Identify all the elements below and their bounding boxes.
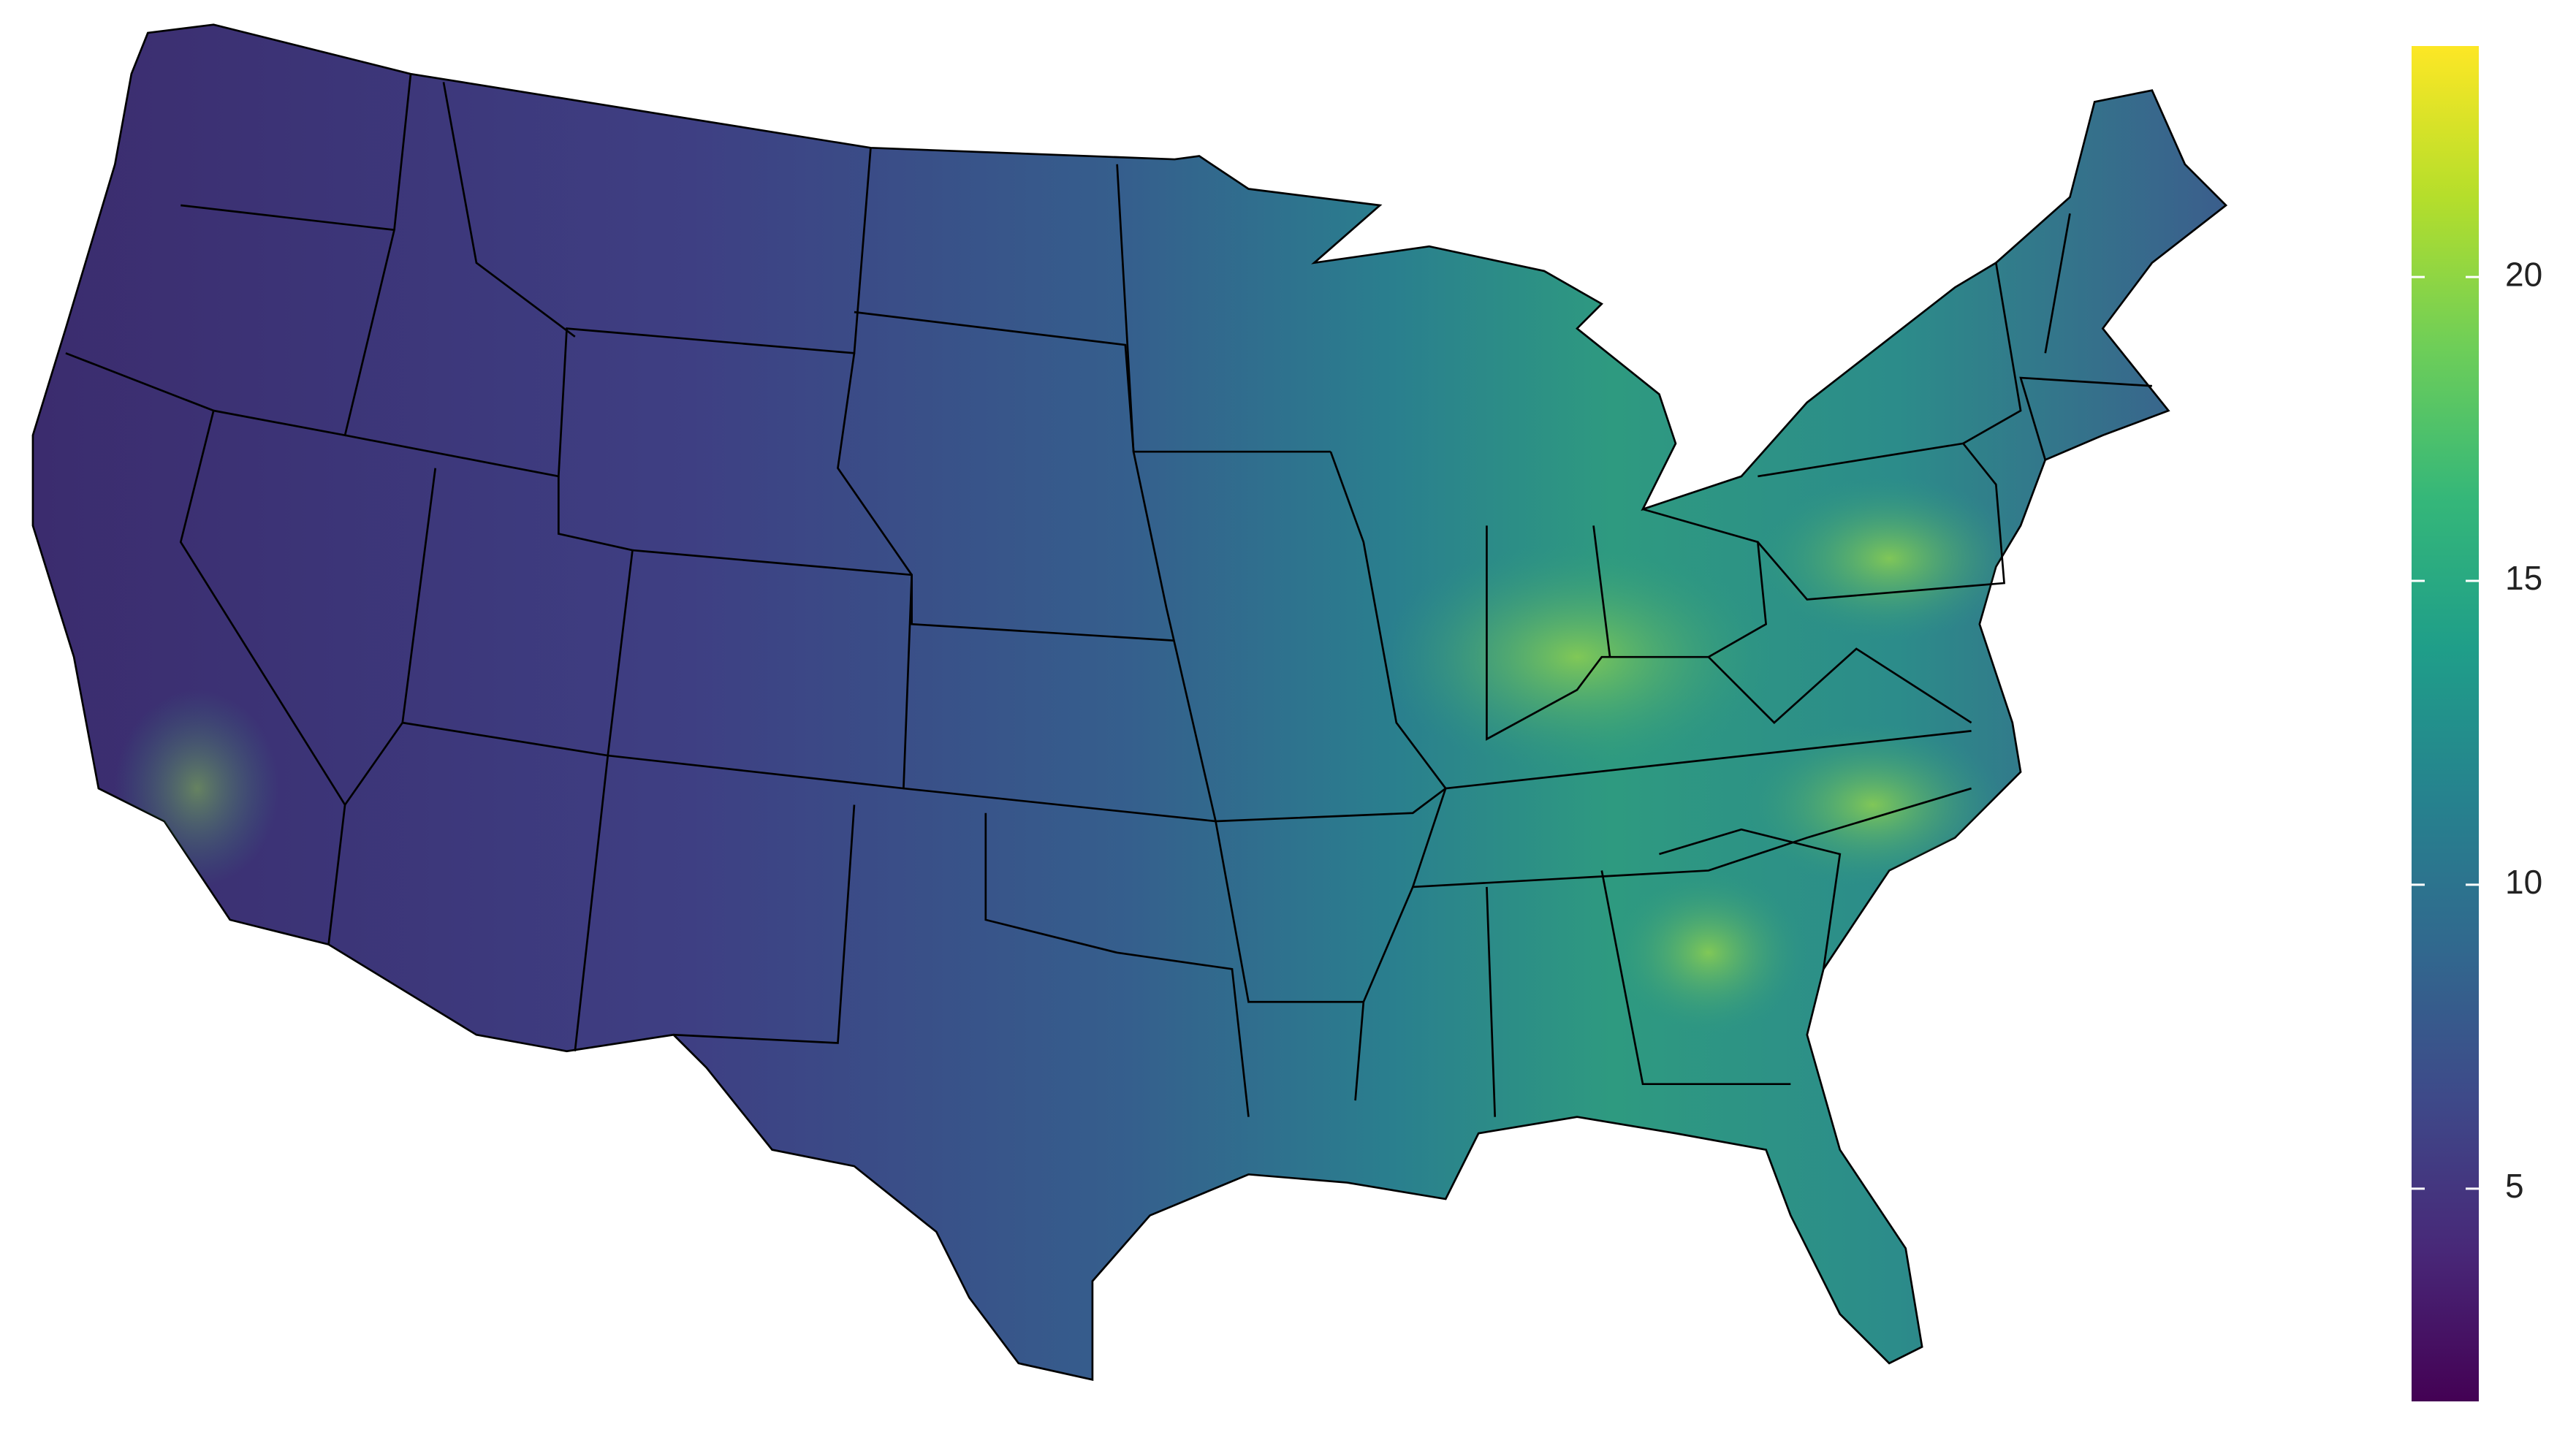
border: [1962, 213, 2152, 460]
border: [344, 148, 872, 478]
border: [65, 352, 346, 945]
colorbar-tick-label: 5: [2505, 1167, 2524, 1205]
hotspot: [1380, 541, 1774, 772]
colorbar-tick-label: 15: [2505, 559, 2542, 597]
hotspot: [115, 690, 280, 887]
colorbar: 5 10 15 20: [2412, 46, 2542, 1401]
border: [673, 804, 856, 1044]
border: [181, 204, 396, 437]
border: [402, 549, 913, 790]
border: [984, 812, 1250, 1117]
border: [1486, 508, 1768, 741]
border: [903, 730, 1972, 823]
state-borders: [65, 74, 2152, 1117]
map: [31, 23, 2228, 1382]
border: [1116, 164, 1364, 1003]
border: [1329, 451, 1447, 1101]
border: [343, 468, 437, 806]
border: [854, 311, 1331, 453]
border: [1592, 525, 1611, 658]
colorbar-bar: [2412, 46, 2479, 1401]
border: [1486, 870, 1791, 1117]
border: [1659, 828, 1842, 970]
border: [837, 353, 1175, 642]
border: [1413, 787, 1972, 888]
hotspot: [1610, 870, 1807, 1035]
hotspot: [1741, 723, 2005, 887]
colorbar-tick-label: 10: [2505, 863, 2542, 901]
border: [442, 82, 576, 338]
border: [393, 74, 412, 230]
colorbar-tick-label: 20: [2505, 255, 2542, 293]
border: [1707, 647, 1972, 724]
land: [31, 23, 2228, 1382]
hotspot: [1758, 476, 2021, 641]
border: [1757, 442, 2006, 601]
